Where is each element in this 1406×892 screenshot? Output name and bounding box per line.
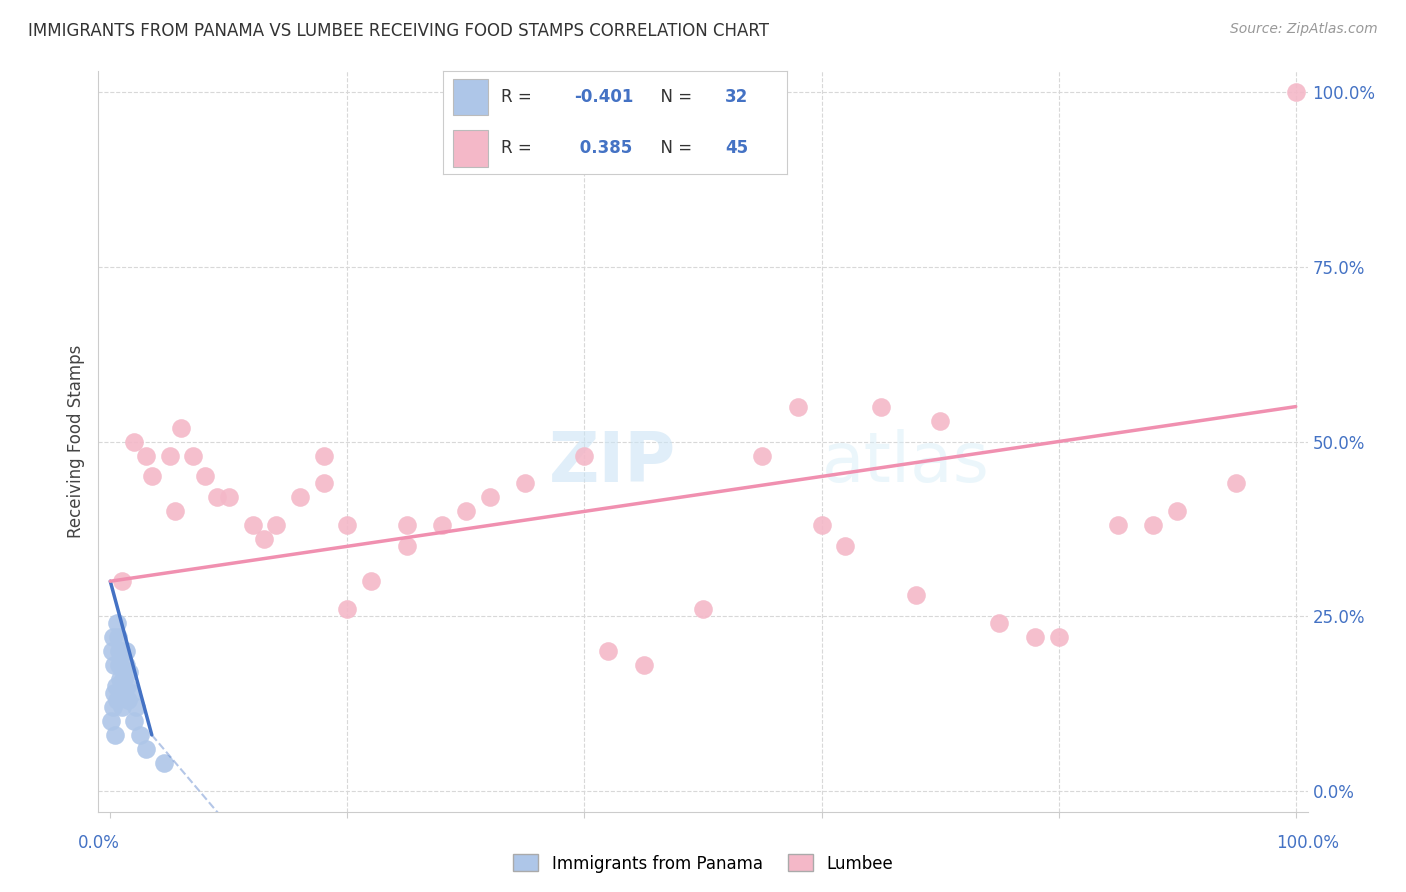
Point — [181, 449, 204, 463]
Point — [786, 400, 808, 414]
Point — [1142, 518, 1164, 533]
Point — [633, 658, 655, 673]
Bar — [453, 78, 488, 115]
Point — [112, 686, 135, 700]
Point — [905, 588, 928, 602]
Point — [574, 449, 596, 463]
Text: N =: N = — [650, 88, 697, 106]
Point — [515, 476, 537, 491]
Point — [108, 644, 131, 658]
Point — [129, 728, 152, 742]
Point — [988, 616, 1011, 631]
Point — [107, 630, 129, 644]
Point — [165, 504, 187, 518]
Point — [159, 449, 181, 463]
Point — [115, 679, 138, 693]
Point — [264, 518, 287, 533]
Point — [105, 693, 128, 707]
Point — [395, 518, 418, 533]
Point — [103, 686, 125, 700]
Point — [111, 700, 134, 714]
Point — [834, 539, 856, 553]
Text: IMMIGRANTS FROM PANAMA VS LUMBEE RECEIVING FOOD STAMPS CORRELATION CHART: IMMIGRANTS FROM PANAMA VS LUMBEE RECEIVI… — [28, 22, 769, 40]
Point — [869, 400, 891, 414]
Text: ZIP: ZIP — [548, 429, 676, 496]
Point — [751, 449, 773, 463]
Point — [105, 616, 128, 631]
Point — [253, 533, 276, 547]
Text: 0.0%: 0.0% — [77, 834, 120, 852]
Point — [929, 414, 952, 428]
Point — [432, 518, 454, 533]
Point — [105, 679, 128, 693]
Point — [152, 756, 174, 770]
Point — [478, 491, 501, 505]
Point — [122, 714, 145, 728]
Point — [1166, 504, 1188, 518]
Point — [107, 658, 129, 673]
Point — [111, 672, 134, 686]
Text: 45: 45 — [725, 139, 748, 157]
Point — [114, 672, 136, 686]
Point — [205, 491, 228, 505]
Point — [218, 491, 240, 505]
Point — [115, 644, 138, 658]
Point — [1024, 630, 1046, 644]
Point — [111, 574, 134, 589]
Point — [103, 658, 125, 673]
Text: N =: N = — [650, 139, 697, 157]
Point — [135, 449, 157, 463]
Point — [104, 728, 127, 742]
Point — [336, 518, 359, 533]
Point — [135, 742, 157, 756]
Point — [810, 518, 832, 533]
Point — [103, 630, 125, 644]
Y-axis label: Receiving Food Stamps: Receiving Food Stamps — [66, 345, 84, 538]
Point — [118, 665, 141, 679]
Point — [242, 518, 264, 533]
Point — [194, 469, 217, 483]
Point — [117, 693, 139, 707]
Legend: Immigrants from Panama, Lumbee: Immigrants from Panama, Lumbee — [506, 847, 900, 880]
Point — [598, 644, 620, 658]
Text: atlas: atlas — [821, 429, 990, 496]
Point — [312, 476, 335, 491]
Point — [100, 714, 122, 728]
Point — [360, 574, 382, 589]
Point — [692, 602, 714, 616]
Text: 32: 32 — [725, 88, 748, 106]
Point — [108, 672, 131, 686]
Point — [1107, 518, 1129, 533]
Point — [395, 539, 418, 553]
Point — [110, 644, 132, 658]
Bar — [453, 130, 488, 167]
Point — [114, 658, 136, 673]
Text: -0.401: -0.401 — [574, 88, 633, 106]
Point — [101, 644, 124, 658]
Point — [122, 434, 145, 449]
Text: 100.0%: 100.0% — [1277, 834, 1339, 852]
Point — [1285, 85, 1308, 99]
Point — [170, 420, 193, 434]
Text: 0.385: 0.385 — [574, 139, 633, 157]
Point — [121, 686, 143, 700]
Text: Source: ZipAtlas.com: Source: ZipAtlas.com — [1230, 22, 1378, 37]
Point — [312, 449, 335, 463]
Point — [112, 686, 135, 700]
Point — [101, 700, 124, 714]
Point — [125, 700, 148, 714]
Text: R =: R = — [502, 88, 537, 106]
Point — [288, 491, 311, 505]
Point — [141, 469, 163, 483]
Point — [1047, 630, 1070, 644]
Point — [110, 658, 132, 673]
Text: R =: R = — [502, 139, 537, 157]
Point — [454, 504, 477, 518]
Point — [336, 602, 359, 616]
Point — [1225, 476, 1247, 491]
